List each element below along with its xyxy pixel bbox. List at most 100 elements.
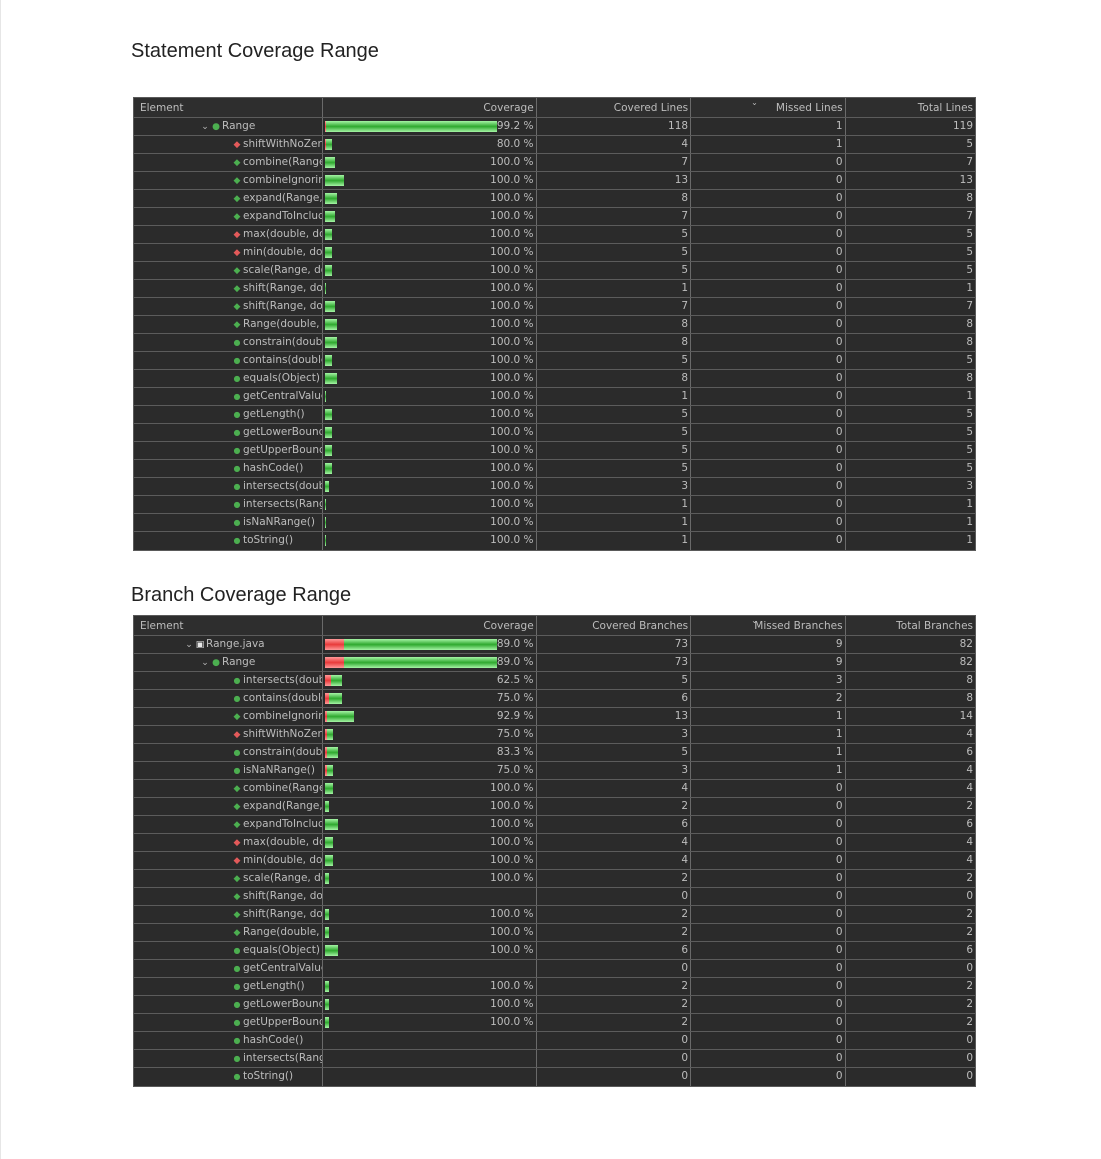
element-cell[interactable]: ◆ shift(Range, dou <box>134 280 324 297</box>
element-cell[interactable]: ● equals(Object) <box>134 942 324 959</box>
table-row[interactable]: ● constrain(double 100.0 % 8 0 8 <box>134 334 975 352</box>
element-cell[interactable]: ● getLowerBound( <box>134 996 324 1013</box>
table-row[interactable]: ⌄ ● Range 89.0 % 73 9 82 <box>134 654 975 672</box>
element-cell[interactable]: ● getCentralValue( <box>134 388 324 405</box>
table-row[interactable]: ● intersects(doubl 100.0 % 3 0 3 <box>134 478 975 496</box>
table-row[interactable]: ◆ combineIgnoring 100.0 % 13 0 13 <box>134 172 975 190</box>
table-row[interactable]: ◆ min(double, dou 100.0 % 5 0 5 <box>134 244 975 262</box>
column-header-element[interactable]: Element <box>134 98 324 117</box>
element-cell[interactable]: ● getUpperBound( <box>134 1014 324 1031</box>
element-cell[interactable]: ●intersects(Range <box>134 1050 324 1067</box>
element-cell[interactable]: ◆ Range(double, d <box>134 316 324 333</box>
table-row[interactable]: ◆ expandToInclude 100.0 % 7 0 7 <box>134 208 975 226</box>
element-cell[interactable]: ● constrain(double <box>134 334 324 351</box>
column-header-element[interactable]: Element <box>134 616 324 635</box>
element-cell[interactable]: ● intersects(doubl <box>134 672 324 689</box>
element-cell[interactable]: ◆ combineIgnoring <box>134 708 324 725</box>
element-cell[interactable]: ● getLowerBound( <box>134 424 324 441</box>
element-cell[interactable]: ◆ min(double, dou <box>134 852 324 869</box>
table-row[interactable]: ◆ Range(double, d 100.0 % 2 0 2 <box>134 924 975 942</box>
table-row[interactable]: ● hashCode() 0 0 0 <box>134 1032 975 1050</box>
column-header-total-branches[interactable]: Total Branches <box>896 620 973 632</box>
element-cell[interactable]: ● intersects(doubl <box>134 478 324 495</box>
table-row[interactable]: ●intersects(Range100.0 %101 <box>134 496 975 514</box>
element-cell[interactable]: ◆ expandToInclude <box>134 208 324 225</box>
element-cell[interactable]: ● equals(Object) <box>134 370 324 387</box>
table-row[interactable]: ● hashCode() 100.0 % 5 0 5 <box>134 460 975 478</box>
expand-chevron-icon[interactable]: ⌄ <box>201 658 209 668</box>
table-row[interactable]: ● getLength() 100.0 % 2 0 2 <box>134 978 975 996</box>
table-row[interactable]: ● getLowerBound(100.0 % 5 0 5 <box>134 424 975 442</box>
table-row[interactable]: ◆ combine(Range, 100.0 % 4 0 4 <box>134 780 975 798</box>
element-cell[interactable]: ● getLength() <box>134 978 324 995</box>
element-cell[interactable]: ◆scale(Range, dou <box>134 870 324 887</box>
element-cell[interactable]: ⌄ ▣ Range.java <box>134 636 324 653</box>
element-cell[interactable]: ◆ shift(Range, dou <box>134 298 324 315</box>
element-cell[interactable]: ◆ shift(Range, dou <box>134 888 324 905</box>
element-cell[interactable]: ◆ min(double, dou <box>134 244 324 261</box>
table-row[interactable]: ◆ Range(double, d 100.0 % 8 0 8 <box>134 316 975 334</box>
column-header-total-lines[interactable]: Total Lines <box>917 102 973 114</box>
table-row[interactable]: ● contains(double 100.0 % 5 0 5 <box>134 352 975 370</box>
element-cell[interactable]: ● isNaNRange() <box>134 762 324 779</box>
element-cell[interactable]: ◆max(double, dou <box>134 834 324 851</box>
table-row[interactable]: ● intersects(doubl 62.5 % 5 3 8 <box>134 672 975 690</box>
element-cell[interactable]: ● isNaNRange() <box>134 514 324 531</box>
element-cell[interactable]: ◆ combine(Range, <box>134 154 324 171</box>
element-cell[interactable]: ⌄ ● Range <box>134 118 324 135</box>
column-header-missed-branches[interactable]: ⌄ Missed Branches <box>691 616 846 635</box>
table-row[interactable]: ● isNaNRange() 75.0 % 3 1 4 <box>134 762 975 780</box>
element-cell[interactable]: ● hashCode() <box>134 460 324 477</box>
element-cell[interactable]: ◆ expandToInclude <box>134 816 324 833</box>
table-row[interactable]: ● getLength() 100.0 % 5 0 5 <box>134 406 975 424</box>
table-row[interactable]: ◆ shift(Range, dou 100.0 % 1 0 1 <box>134 280 975 298</box>
element-cell[interactable]: ● toString() <box>134 1068 324 1086</box>
column-header-missed-lines[interactable]: ⌄ Missed Lines <box>691 98 846 117</box>
table-row[interactable]: ● getLowerBound(100.0 % 2 0 2 <box>134 996 975 1014</box>
element-cell[interactable]: ◆max(double, dou <box>134 226 324 243</box>
element-cell[interactable]: ●intersects(Range <box>134 496 324 513</box>
element-cell[interactable]: ● contains(double <box>134 352 324 369</box>
element-cell[interactable]: ● getCentralValue( <box>134 960 324 977</box>
table-row[interactable]: ●intersects(Range000 <box>134 1050 975 1068</box>
table-row[interactable]: ● isNaNRange() 100.0 % 1 0 1 <box>134 514 975 532</box>
element-cell[interactable]: ◆ combine(Range, <box>134 780 324 797</box>
element-cell[interactable]: ◆scale(Range, dou <box>134 262 324 279</box>
table-row[interactable]: ● getUpperBound(100.0 % 5 0 5 <box>134 442 975 460</box>
table-row[interactable]: ◆ expandToInclude 100.0 % 6 0 6 <box>134 816 975 834</box>
expand-chevron-icon[interactable]: ⌄ <box>201 122 209 132</box>
table-row[interactable]: ◆ shift(Range, dou 100.0 % 7 0 7 <box>134 298 975 316</box>
table-row[interactable]: ◆ shiftWithNoZero 75.0 % 3 1 4 <box>134 726 975 744</box>
table-row[interactable]: ◆ combine(Range, 100.0 % 7 0 7 <box>134 154 975 172</box>
table-row[interactable]: ● equals(Object) 100.0 % 6 0 6 <box>134 942 975 960</box>
element-cell[interactable]: ● toString() <box>134 532 324 550</box>
element-cell[interactable]: ● constrain(double <box>134 744 324 761</box>
table-row[interactable]: ● getCentralValue(100.0 % 1 0 1 <box>134 388 975 406</box>
column-header-covered-branches[interactable]: Covered Branches <box>537 616 692 635</box>
element-cell[interactable]: ● hashCode() <box>134 1032 324 1049</box>
element-cell[interactable]: ◆ shiftWithNoZero <box>134 726 324 743</box>
column-header-covered-lines[interactable]: Covered Lines <box>537 98 692 117</box>
table-row[interactable]: ● getCentralValue(0 0 0 <box>134 960 975 978</box>
column-header-coverage[interactable]: Coverage <box>323 616 537 635</box>
table-row[interactable]: ◆ shiftWithNoZero 80.0 % 4 1 5 <box>134 136 975 154</box>
table-row[interactable]: ● equals(Object) 100.0 % 8 0 8 <box>134 370 975 388</box>
table-row[interactable]: ● toString() 100.0 % 1 0 1 <box>134 532 975 550</box>
element-cell[interactable]: ● getLength() <box>134 406 324 423</box>
table-row[interactable]: ● constrain(double 83.3 % 5 1 6 <box>134 744 975 762</box>
table-row[interactable]: ◆ shift(Range, dou 0 0 0 <box>134 888 975 906</box>
column-header-coverage[interactable]: Coverage <box>323 98 537 117</box>
table-row[interactable]: ● toString() 0 0 0 <box>134 1068 975 1086</box>
element-cell[interactable]: ◆expand(Range, d <box>134 798 324 815</box>
table-row[interactable]: ◆ shift(Range, dou 100.0 % 2 0 2 <box>134 906 975 924</box>
element-cell[interactable]: ◆ shiftWithNoZero <box>134 136 324 153</box>
expand-chevron-icon[interactable]: ⌄ <box>185 640 193 650</box>
table-row[interactable]: ◆ min(double, dou 100.0 % 4 0 4 <box>134 852 975 870</box>
element-cell[interactable]: ◆ shift(Range, dou <box>134 906 324 923</box>
